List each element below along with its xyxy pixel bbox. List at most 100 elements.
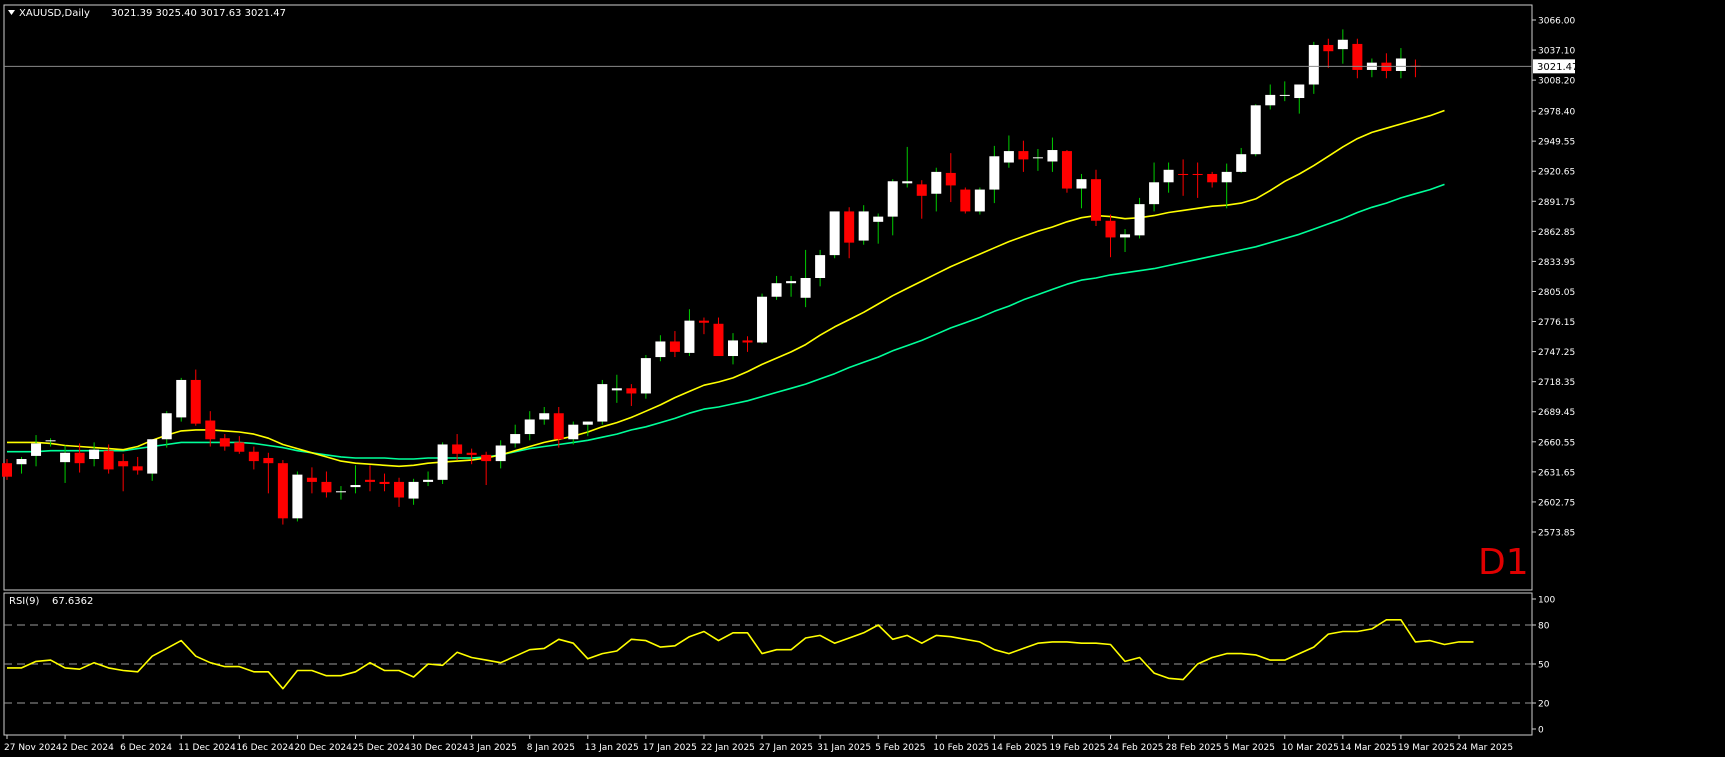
candle[interactable] — [1352, 38, 1363, 79]
candle[interactable] — [1105, 214, 1116, 258]
candle[interactable] — [1149, 162, 1160, 212]
candle[interactable] — [844, 207, 855, 259]
candle[interactable] — [423, 471, 434, 487]
candle[interactable] — [248, 446, 259, 470]
candle[interactable] — [350, 465, 361, 494]
candle[interactable] — [1279, 81, 1290, 102]
candle[interactable] — [1236, 147, 1247, 173]
candle[interactable] — [1018, 140, 1029, 172]
candle[interactable] — [771, 275, 782, 300]
candle[interactable] — [16, 456, 27, 474]
candle[interactable] — [292, 471, 303, 522]
candle[interactable] — [669, 331, 680, 358]
candle[interactable] — [611, 374, 622, 403]
candle[interactable] — [60, 445, 71, 483]
candle[interactable] — [234, 436, 245, 454]
candle[interactable] — [1120, 229, 1131, 252]
candle[interactable] — [945, 153, 956, 203]
candle[interactable] — [277, 460, 288, 525]
candle[interactable] — [161, 411, 172, 448]
rsi-series[interactable] — [7, 618, 1474, 690]
candle[interactable] — [1032, 149, 1043, 171]
candle[interactable] — [1134, 197, 1145, 239]
candle[interactable] — [524, 411, 535, 441]
candle[interactable] — [582, 421, 593, 437]
candle[interactable] — [742, 336, 753, 352]
candle[interactable] — [495, 440, 506, 469]
candle[interactable] — [1337, 29, 1348, 64]
candle[interactable] — [873, 213, 884, 244]
candle[interactable] — [1308, 41, 1319, 94]
candle[interactable] — [989, 145, 1000, 204]
candle[interactable] — [103, 444, 114, 474]
candle[interactable] — [510, 424, 521, 448]
candle[interactable] — [786, 275, 797, 297]
candle[interactable] — [1061, 150, 1072, 193]
candle[interactable] — [190, 369, 201, 426]
candle[interactable] — [902, 146, 913, 188]
candle[interactable] — [684, 309, 695, 357]
candle[interactable] — [394, 477, 405, 507]
candle[interactable] — [1323, 38, 1334, 68]
candle[interactable] — [728, 333, 738, 365]
candle[interactable] — [887, 179, 898, 236]
candle[interactable] — [1395, 48, 1406, 79]
candle[interactable] — [408, 478, 419, 505]
candle[interactable] — [1003, 135, 1014, 168]
candle[interactable] — [539, 407, 550, 425]
candle[interactable] — [568, 421, 579, 445]
candle[interactable] — [1207, 171, 1218, 188]
candle[interactable] — [655, 335, 666, 362]
candle[interactable] — [1265, 84, 1276, 110]
candle[interactable] — [306, 467, 317, 494]
candle[interactable] — [597, 379, 608, 425]
candle[interactable] — [931, 167, 942, 212]
candle[interactable] — [31, 435, 42, 467]
candle[interactable] — [147, 439, 158, 481]
candle[interactable] — [1178, 159, 1189, 196]
candle[interactable] — [757, 293, 768, 344]
candle[interactable] — [1076, 173, 1087, 209]
candle-body-bull — [495, 445, 506, 462]
candle[interactable] — [800, 249, 811, 308]
candle[interactable] — [1163, 162, 1174, 193]
candlestick-series[interactable] — [2, 29, 1421, 525]
candle[interactable] — [365, 465, 375, 492]
candle[interactable] — [2, 459, 12, 480]
candle[interactable] — [89, 442, 100, 467]
candle[interactable] — [379, 473, 390, 492]
candle[interactable] — [466, 448, 477, 465]
candle[interactable] — [974, 187, 985, 215]
candle[interactable] — [132, 456, 143, 475]
candle[interactable] — [916, 180, 927, 219]
candle[interactable] — [335, 486, 346, 500]
candle[interactable] — [481, 451, 492, 486]
candle[interactable] — [437, 442, 448, 484]
candle[interactable] — [1047, 137, 1058, 172]
candle[interactable] — [1221, 163, 1232, 209]
candle[interactable] — [45, 438, 56, 447]
candle[interactable] — [858, 205, 869, 245]
candle[interactable] — [640, 354, 651, 399]
candle[interactable] — [829, 211, 840, 259]
candle[interactable] — [626, 384, 637, 406]
candle[interactable] — [1250, 104, 1261, 157]
candle[interactable] — [219, 434, 230, 451]
candle[interactable] — [74, 443, 85, 473]
candle[interactable] — [176, 377, 187, 422]
candle[interactable] — [452, 434, 463, 461]
candle[interactable] — [263, 452, 274, 494]
candle[interactable] — [960, 187, 971, 214]
candle[interactable] — [1294, 84, 1305, 114]
candle[interactable] — [553, 407, 564, 448]
chart-menu-triangle-icon[interactable] — [8, 10, 15, 15]
candle[interactable] — [321, 471, 332, 498]
candle[interactable] — [713, 317, 724, 357]
candle[interactable] — [205, 411, 216, 447]
candle[interactable] — [1091, 169, 1101, 226]
candle[interactable] — [815, 249, 826, 287]
candle[interactable] — [698, 317, 709, 335]
candle[interactable] — [1192, 162, 1203, 198]
candle[interactable] — [118, 453, 129, 492]
